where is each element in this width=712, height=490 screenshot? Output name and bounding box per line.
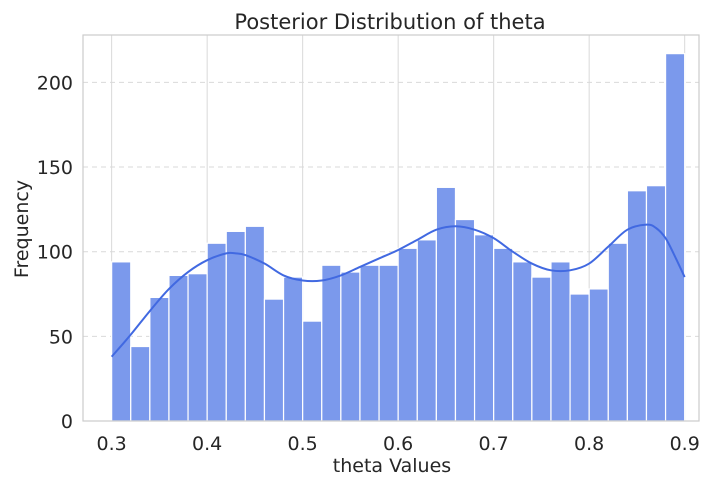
histogram-bar-1 [130, 345, 151, 422]
histogram-bar-21 [512, 261, 533, 422]
histogram-bar-0 [111, 261, 132, 422]
y-tick-label-3: 150 [37, 157, 73, 179]
histogram-bar-25 [588, 288, 609, 422]
histogram-bar-12 [340, 271, 361, 422]
x-tick-label-4: 0.7 [479, 433, 509, 455]
histogram-bar-9 [282, 276, 304, 422]
x-tick-label-2: 0.5 [288, 433, 318, 455]
histogram-bar-6 [225, 230, 246, 422]
bars-layer [111, 53, 686, 422]
x-tick-label-1: 0.4 [192, 433, 222, 455]
histogram-bar-2 [149, 296, 170, 422]
chart-title: Posterior Distribution of theta [234, 10, 545, 34]
y-tick-label-2: 100 [37, 242, 73, 264]
histogram-bar-11 [321, 264, 342, 422]
histogram-bar-5 [206, 242, 227, 422]
kde-curve [110, 223, 686, 358]
y-tick-labels: 0 50 100 150 200 [37, 72, 73, 433]
x-tick-label-0: 0.3 [97, 433, 127, 455]
y-tick-label-4: 200 [37, 72, 73, 94]
y-tick-label-0: 0 [61, 411, 73, 433]
x-tick-labels: 0.3 0.4 0.5 0.6 0.7 0.8 0.9 [97, 433, 700, 455]
histogram-bar-14 [378, 264, 399, 422]
histogram-bar-20 [493, 247, 514, 422]
y-axis-label: Frequency [11, 180, 33, 278]
x-axis-label: theta Values [333, 455, 451, 477]
histogram-bar-26 [607, 242, 628, 422]
histogram-bar-10 [302, 320, 323, 422]
histogram-bar-17 [435, 186, 457, 422]
plot-frame [82, 34, 700, 422]
histogram-bar-18 [454, 218, 476, 422]
histogram-bar-3 [168, 274, 189, 422]
histogram-bar-23 [550, 261, 571, 422]
histogram-bar-24 [569, 293, 590, 422]
histogram-bar-22 [531, 276, 552, 422]
x-tick-label-5: 0.8 [574, 433, 604, 455]
x-tick-label-6: 0.9 [670, 433, 700, 455]
histogram-bar-8 [263, 298, 285, 422]
histogram-bar-13 [359, 264, 380, 422]
histogram-bar-4 [187, 273, 208, 422]
histogram-bar-28 [645, 185, 667, 422]
histogram-bar-29 [664, 53, 686, 422]
y-tick-label-1: 50 [49, 326, 73, 348]
histogram-bar-19 [473, 234, 495, 422]
histogram-bar-15 [397, 247, 418, 422]
histogram-bar-16 [416, 239, 437, 422]
x-tick-label-3: 0.6 [383, 433, 413, 455]
